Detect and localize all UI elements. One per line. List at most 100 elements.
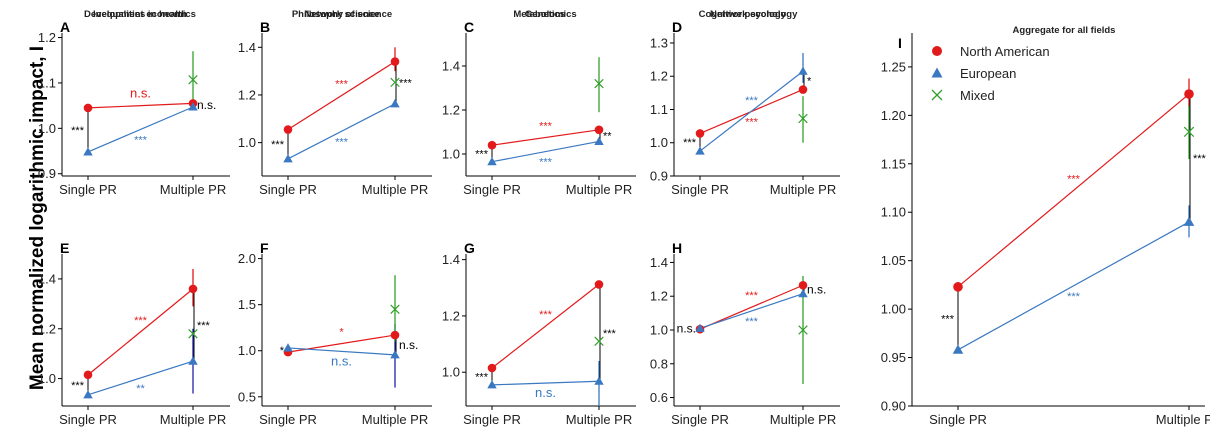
panel-h: Cognitive psychology H 0.6 0.8 1.0 1.2 1.4 Sing… [650, 9, 840, 427]
mixed-point [1183, 126, 1195, 138]
multiple-pr-significance: n.s. [399, 338, 418, 352]
x-tick-label: Single PR [259, 182, 317, 197]
european-significance: *** [539, 157, 553, 169]
single-pr-significance: *** [683, 137, 697, 149]
panel-letter: A [60, 19, 70, 35]
panel-g: Genetics G 1.0 1.2 1.4 Single PR Multiple PR **… [442, 9, 636, 427]
single-pr-significance: *** [941, 313, 955, 325]
x-tick-label: Multiple PR [160, 182, 226, 197]
y-tick-label: 1.2 [442, 308, 460, 323]
multiple-pr-significance: ** [603, 131, 612, 143]
x-tick-label: Multiple PR [160, 412, 226, 427]
north-american-significance: * [339, 327, 344, 339]
y-tick-label: 1.00 [881, 302, 906, 317]
european-point [83, 147, 93, 156]
x-tick-label: Multiple PR [566, 182, 632, 197]
y-tick-label: 0.9 [38, 166, 56, 181]
single-pr-significance: n.s. [677, 322, 696, 336]
european-point [390, 350, 400, 359]
european-line [287, 347, 396, 356]
y-tick-label: 1.10 [881, 205, 906, 220]
y-tick-label: 1.5 [238, 297, 256, 312]
north-american-significance: *** [745, 290, 759, 302]
x-tick-label: Multiple PR [362, 182, 428, 197]
panel-letter: E [60, 240, 69, 256]
x-tick-label: Single PR [929, 412, 987, 427]
north-american-line [87, 102, 194, 109]
european-point [594, 376, 604, 385]
y-tick-label: 1.0 [442, 147, 460, 162]
north-american-point [695, 129, 705, 138]
european-point [487, 156, 497, 166]
north-american-point [390, 57, 400, 66]
panel-title: Cognitive psychology [699, 9, 798, 20]
north-american-significance: n.s. [130, 86, 151, 101]
legend-label: European [960, 66, 1016, 81]
x-tick-label: Multiple PR [566, 412, 632, 427]
multiple-pr-significance: *** [399, 78, 413, 90]
y-tick-label: 1.15 [881, 156, 906, 171]
y-tick-label: 1.4 [650, 255, 668, 270]
north-american-line [87, 288, 194, 376]
y-tick-label: 1.4 [442, 59, 460, 74]
panel-b: Network science B 1.0 1.2 1.4 Single PR Multip… [238, 9, 432, 197]
x-tick-label: Multiple PR [770, 412, 836, 427]
mixed-point [188, 329, 198, 339]
european-line [957, 221, 1190, 351]
european-point [798, 66, 808, 75]
y-tick-label: 0.6 [650, 390, 668, 405]
european-point [283, 154, 293, 163]
european-significance: n.s. [331, 353, 352, 368]
x-tick-label: Single PR [671, 182, 729, 197]
north-american-point [487, 363, 497, 373]
y-tick-label: 1.0 [650, 135, 668, 150]
north-american-significance: *** [1067, 173, 1081, 185]
legend-label: Mixed [960, 88, 995, 103]
mixed-point [188, 75, 198, 85]
legend-marker-mixed [931, 89, 943, 101]
north-american-significance: *** [539, 121, 553, 133]
european-line [699, 293, 804, 329]
panel-title: Genetics [525, 9, 565, 20]
european-point [390, 99, 400, 108]
european-point [695, 323, 705, 332]
y-tick-label: 1.0 [650, 323, 668, 338]
legend: North American European Mixed [931, 44, 1050, 103]
x-tick-label: Single PR [59, 182, 117, 197]
y-tick-label: 1.1 [650, 102, 668, 117]
single-pr-significance: *** [71, 125, 85, 137]
y-tick-label: 1.0 [442, 365, 460, 380]
north-american-point [390, 330, 400, 340]
panel-title: Network science [305, 9, 380, 20]
panel-title: Inequalities in health [93, 9, 187, 20]
panel-a: Inequalities in health A 0.9 1.0 1.1 1.2 Singl… [38, 9, 230, 197]
x-tick-label: Multiple PR [770, 182, 836, 197]
north-american-line [699, 284, 804, 330]
panel-i: Aggregate for all fields I 0.90 0.95 1.00 1.0… [881, 25, 1210, 427]
european-point [695, 146, 705, 155]
mixed-point [594, 336, 604, 346]
single-pr-significance: *** [475, 148, 489, 160]
y-tick-label: 2.0 [238, 251, 256, 266]
panel-title: Network ecology [710, 9, 787, 20]
panel-title: Aggregate for all fields [1013, 25, 1116, 36]
y-tick-label: 1.2 [238, 87, 256, 102]
european-point [594, 136, 604, 146]
x-tick-label: Single PR [259, 412, 317, 427]
north-american-point [594, 125, 604, 135]
european-point [283, 343, 293, 352]
y-tick-label: 1.3 [650, 35, 668, 50]
north-american-point [594, 280, 604, 289]
european-point [83, 390, 93, 399]
mixed-point [390, 77, 400, 88]
y-tick-label: 1.2 [650, 69, 668, 84]
panel-d: Network ecology D 0.9 1.0 1.1 1.2 1.3 Single PR… [650, 9, 840, 197]
y-tick-label: 1.25 [881, 59, 906, 74]
y-tick-label: 1.2 [650, 289, 668, 304]
north-american-point [188, 284, 198, 294]
european-line [87, 106, 194, 153]
y-tick-label: 1.20 [881, 108, 906, 123]
multiple-pr-significance: n.s. [197, 98, 216, 112]
european-point [798, 288, 808, 298]
